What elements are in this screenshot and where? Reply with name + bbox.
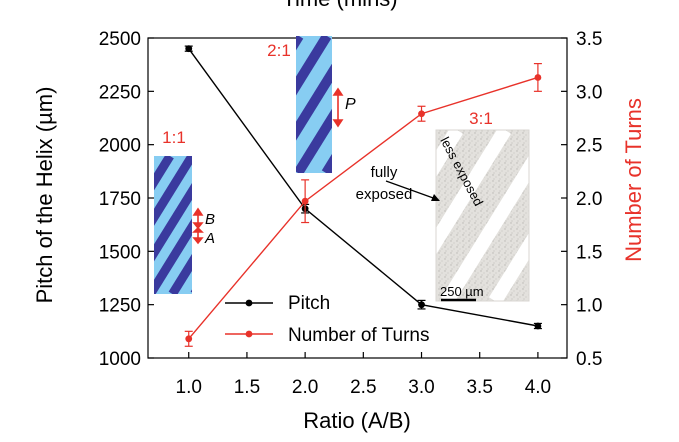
x-tick-label: 2.0 — [292, 377, 318, 398]
x-tick-label: 2.5 — [350, 377, 376, 398]
svg-text:250 µm: 250 µm — [440, 284, 484, 299]
data-point — [418, 301, 425, 309]
data-point — [534, 74, 542, 81]
series-line-0 — [188, 48, 539, 327]
micrograph-inset-3-1 — [435, 129, 530, 302]
legend-label-turns: Number of Turns — [288, 325, 430, 346]
data-point — [418, 110, 425, 118]
helix-inset-2-1 — [296, 36, 332, 173]
series-line-1 — [188, 76, 539, 340]
y-left-tick-label: 1500 — [99, 242, 141, 263]
data-point — [185, 335, 193, 343]
y-left-tick-label: 2000 — [99, 136, 141, 157]
y-right-tick-label: 0.5 — [576, 349, 602, 370]
x-axis-title: Ratio (A/B) — [303, 408, 411, 433]
y-right-tick-label: 1.5 — [576, 242, 602, 263]
ratio-label-1-1: 1:1 — [162, 128, 186, 147]
x-tick-label: 1.0 — [176, 377, 202, 398]
y-left-tick-label: 2500 — [99, 29, 141, 50]
label-p: P — [345, 96, 356, 113]
ratio-label-3-1: 3:1 — [469, 109, 493, 128]
helix-inset-1-1 — [154, 156, 192, 294]
axis-ticks: 1.0 1.5 2.0 2.5 3.0 3.5 4.0 1000 1250 1500 1750 200… — [99, 29, 603, 398]
data-point — [534, 322, 542, 330]
legend-item-pitch: Pitch — [225, 293, 330, 314]
x-tick-label: 3.0 — [408, 377, 434, 398]
top-axis-label: Time (mins) — [282, 0, 397, 11]
y-left-tick-label: 1250 — [99, 296, 141, 317]
label-a: A — [204, 230, 215, 247]
label-b: B — [205, 211, 215, 228]
legend: Pitch Number of Turns — [225, 293, 430, 346]
x-tick-label: 1.5 — [234, 377, 260, 398]
series-layer — [184, 45, 542, 347]
y-right-tick-label: 2.5 — [576, 136, 602, 157]
y-right-axis-title: Number of Turns — [621, 98, 646, 262]
y-right-tick-label: 3.0 — [576, 82, 602, 103]
legend-label-pitch: Pitch — [288, 293, 330, 314]
data-point — [301, 197, 309, 205]
p-arrow — [332, 87, 344, 128]
x-tick-label: 4.0 — [525, 377, 551, 398]
y-right-tick-label: 3.5 — [576, 29, 602, 50]
y-left-tick-label: 1750 — [99, 189, 141, 210]
x-tick-label: 3.5 — [466, 377, 492, 398]
y-left-axis-title: Pitch of the Helix (µm) — [32, 87, 57, 304]
ratio-label-2-1: 2:1 — [267, 41, 291, 60]
y-left-tick-label: 2250 — [99, 82, 141, 103]
fully-exposed-label: fully exposed — [356, 164, 413, 203]
y-left-tick-label: 1000 — [99, 349, 141, 370]
y-right-tick-label: 1.0 — [576, 296, 602, 317]
legend-item-turns: Number of Turns — [225, 325, 430, 346]
data-point — [185, 45, 193, 53]
fully-exposed-arrow — [385, 180, 440, 201]
b-a-arrows — [192, 207, 204, 245]
y-right-tick-label: 2.0 — [576, 189, 602, 210]
scale-bar: 250 µm — [440, 284, 484, 302]
